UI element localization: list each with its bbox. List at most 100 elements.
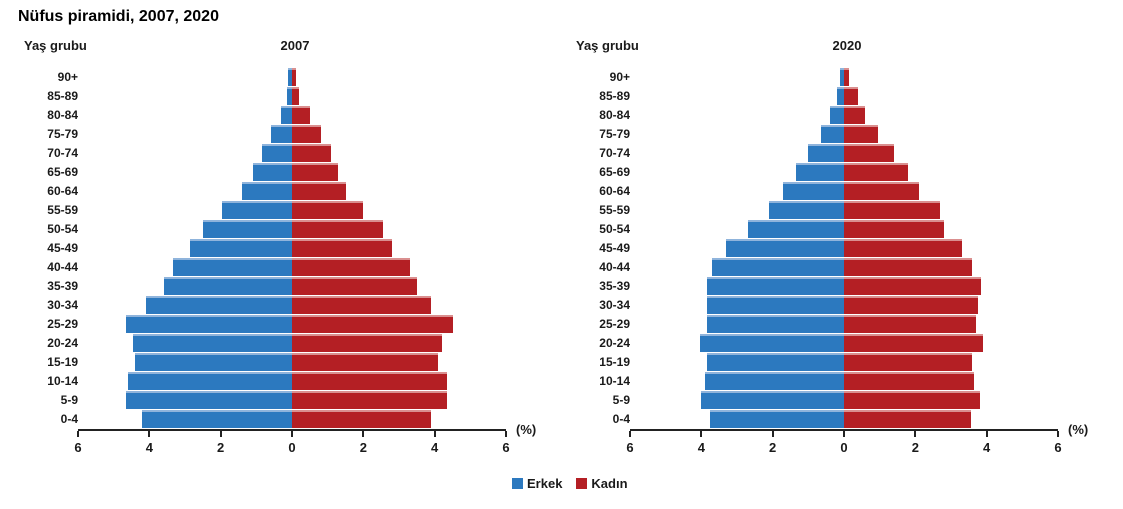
x-tick-label: 4: [431, 440, 439, 455]
x-tick-label: 2: [359, 440, 367, 455]
age-group-label: 75-79: [47, 127, 78, 141]
male-bar: [133, 334, 292, 352]
pyramid-row: 20-24: [18, 334, 570, 353]
legend-item-kadin: Kadın: [576, 476, 628, 491]
female-bar: [292, 334, 442, 352]
pyramid-row: 75-79: [570, 125, 1122, 144]
age-group-label: 0-4: [612, 412, 630, 426]
male-bar: [172, 258, 292, 276]
x-axis-tick: [700, 431, 703, 437]
x-axis-tick: [148, 431, 151, 437]
age-group-label: 50-54: [599, 222, 630, 236]
x-tick-label: 6: [74, 440, 82, 455]
male-bar: [126, 315, 292, 333]
female-bar: [844, 372, 975, 390]
male-bar: [145, 296, 292, 314]
male-bar: [252, 163, 292, 181]
pyramid-panel-2007: Yaş grubu 2007 90+ 85-89 80-84 75-79 70-74 65…: [18, 38, 570, 468]
pyramid-row: 45-49: [570, 239, 1122, 258]
male-bar: [706, 315, 844, 333]
x-axis-tick: [505, 431, 507, 437]
pyramid-row: 65-69: [18, 163, 570, 182]
age-group-label: 70-74: [47, 146, 78, 160]
female-bar: [844, 144, 894, 162]
age-group-label: 60-64: [599, 184, 630, 198]
female-bar: [844, 410, 971, 428]
pyramid-row: 10-14: [18, 372, 570, 391]
pyramid-row: 45-49: [18, 239, 570, 258]
female-bar: [292, 239, 392, 257]
male-bar: [706, 277, 844, 295]
female-bar: [292, 410, 432, 428]
male-bar: [769, 201, 844, 219]
age-group-label: 75-79: [599, 127, 630, 141]
female-bar: [844, 106, 866, 124]
pyramid-row: 20-24: [570, 334, 1122, 353]
age-group-label: 45-49: [47, 241, 78, 255]
male-bar: [829, 106, 844, 124]
age-group-label: 45-49: [599, 241, 630, 255]
male-bar: [242, 182, 292, 200]
age-group-label: 15-19: [599, 355, 630, 369]
pyramid-row: 0-4: [570, 410, 1122, 429]
x-tick-label: 6: [626, 440, 634, 455]
legend: Erkek Kadın: [512, 476, 628, 491]
male-bar: [710, 410, 844, 428]
x-axis-tick: [362, 431, 365, 437]
pyramid-row: 85-89: [18, 87, 570, 106]
pyramid-row: 5-9: [570, 391, 1122, 410]
male-bar: [795, 163, 844, 181]
x-tick-label: 2: [217, 440, 225, 455]
x-tick-label: 4: [983, 440, 991, 455]
x-axis-tick: [1057, 431, 1059, 437]
pyramid-row: 85-89: [570, 87, 1122, 106]
age-group-label: 50-54: [47, 222, 78, 236]
pyramid-row: 40-44: [570, 258, 1122, 277]
female-bar: [844, 258, 973, 276]
age-group-label: 85-89: [47, 89, 78, 103]
male-bar: [783, 182, 844, 200]
female-bar: [292, 144, 332, 162]
male-bar: [808, 144, 844, 162]
x-axis-tick: [985, 431, 988, 437]
female-bar: [844, 220, 944, 238]
age-group-label: 40-44: [599, 260, 630, 274]
male-bar: [726, 239, 844, 257]
pyramid-row: 40-44: [18, 258, 570, 277]
x-axis-tick: [77, 431, 79, 437]
age-group-label: 5-9: [612, 393, 630, 407]
pyramid-row: 35-39: [570, 277, 1122, 296]
male-bar: [747, 220, 844, 238]
pyramid-row: 50-54: [570, 220, 1122, 239]
x-axis: 6 4 2 0 2 4 6: [74, 429, 510, 455]
x-tick-label: 2: [911, 440, 919, 455]
pyramid-row: 30-34: [18, 296, 570, 315]
male-bar: [840, 68, 844, 86]
female-bar: [292, 353, 439, 371]
female-bar: [844, 334, 984, 352]
x-tick-label: 6: [1054, 440, 1062, 455]
pyramid-row: 75-79: [18, 125, 570, 144]
x-axis-tick: [219, 431, 222, 437]
female-bar: [292, 277, 417, 295]
pyramid-row: 50-54: [18, 220, 570, 239]
pyramid-row: 65-69: [570, 163, 1122, 182]
pyramid-row: 80-84: [18, 106, 570, 125]
x-tick-label: 4: [145, 440, 153, 455]
female-bar: [292, 106, 310, 124]
pyramid-row: 15-19: [570, 353, 1122, 372]
x-axis-tick: [433, 431, 436, 437]
chart-title-year: 2020: [832, 38, 862, 53]
male-bar: [270, 125, 292, 143]
male-bar: [699, 334, 844, 352]
male-bar: [190, 239, 292, 257]
x-tick-label: 4: [697, 440, 705, 455]
age-group-label: 80-84: [599, 108, 630, 122]
female-bar: [844, 163, 909, 181]
pyramid-rows: 90+ 85-89 80-84 75-79 70-74 65-69 60-64 55-59 50…: [18, 68, 570, 429]
male-bar: [163, 277, 292, 295]
age-group-label: 60-64: [47, 184, 78, 198]
x-tick-label: 0: [288, 440, 296, 455]
x-tick-label: 0: [840, 440, 848, 455]
female-bar: [292, 163, 339, 181]
